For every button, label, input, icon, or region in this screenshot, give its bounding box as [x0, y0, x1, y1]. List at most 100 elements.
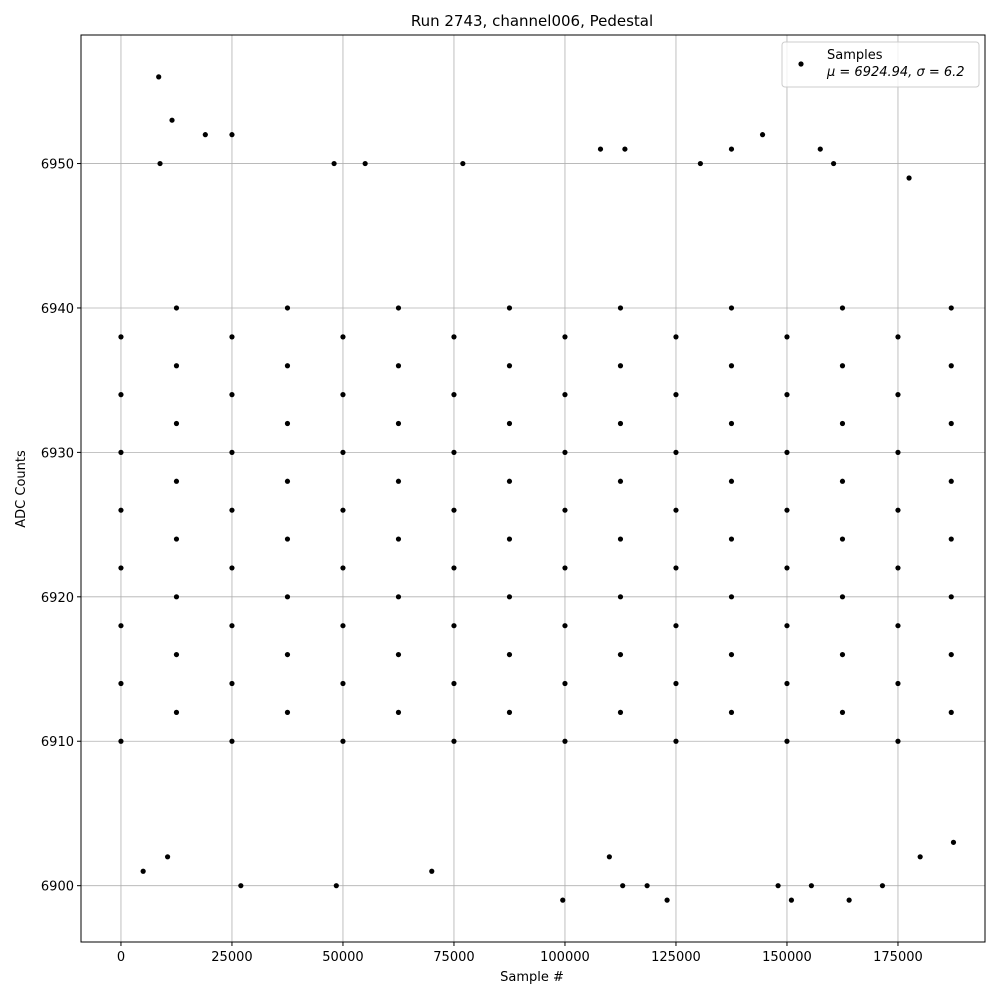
x-tick-label: 75000 — [433, 950, 474, 965]
point — [429, 868, 435, 874]
point — [118, 738, 124, 744]
point — [728, 305, 735, 311]
point — [173, 594, 180, 600]
x-axis-label: Sample # — [500, 970, 564, 985]
point — [118, 392, 124, 398]
point — [895, 623, 901, 629]
point — [895, 738, 901, 744]
point — [846, 897, 852, 903]
point — [340, 565, 346, 571]
x-tick-label: 100000 — [540, 950, 590, 965]
point — [788, 897, 795, 903]
point — [451, 738, 457, 744]
point — [839, 536, 846, 542]
point — [229, 449, 235, 455]
point — [950, 839, 957, 845]
point — [839, 478, 846, 484]
point — [784, 565, 790, 571]
point — [895, 334, 901, 340]
point — [340, 392, 346, 398]
point — [395, 651, 402, 658]
point — [562, 680, 568, 687]
point — [506, 420, 513, 427]
point — [839, 594, 846, 600]
point — [284, 420, 291, 427]
point — [340, 738, 346, 744]
point — [395, 305, 402, 311]
point — [895, 392, 901, 398]
point — [460, 160, 466, 167]
point — [784, 680, 790, 687]
point — [451, 507, 457, 513]
point — [562, 334, 568, 340]
point — [395, 420, 402, 427]
point — [617, 536, 624, 542]
point — [284, 709, 291, 715]
point — [506, 478, 513, 484]
point — [673, 738, 679, 744]
point — [118, 680, 124, 687]
point — [728, 478, 735, 484]
legend-marker — [798, 61, 804, 67]
point — [562, 449, 568, 455]
point — [784, 623, 790, 629]
point — [617, 594, 624, 600]
point — [140, 868, 146, 874]
point — [673, 507, 679, 513]
point — [948, 709, 954, 715]
point — [597, 146, 604, 152]
point — [229, 132, 235, 138]
point — [728, 709, 735, 715]
point — [728, 536, 735, 542]
point — [340, 507, 346, 513]
point — [895, 680, 901, 687]
point — [673, 334, 679, 340]
point — [395, 709, 402, 715]
legend-box — [781, 41, 980, 88]
point — [331, 160, 337, 167]
point — [506, 305, 513, 311]
point — [229, 507, 235, 513]
point — [118, 507, 124, 513]
point — [118, 565, 124, 571]
point — [775, 883, 781, 889]
point — [948, 363, 954, 369]
point — [673, 565, 679, 571]
point — [118, 334, 124, 340]
point — [173, 709, 180, 715]
point — [173, 651, 180, 658]
point — [948, 651, 954, 658]
point — [948, 420, 954, 427]
point — [238, 883, 244, 889]
point — [784, 392, 790, 398]
point — [948, 594, 954, 600]
point — [728, 420, 735, 427]
point — [617, 363, 624, 369]
point — [284, 536, 291, 542]
point — [118, 449, 124, 455]
point — [562, 565, 568, 571]
point — [759, 132, 766, 138]
x-tick-label: 0 — [117, 950, 125, 965]
point — [617, 709, 624, 715]
point — [673, 392, 679, 398]
y-axis-label: ADC Counts — [14, 450, 29, 528]
point — [169, 117, 175, 123]
point — [620, 883, 626, 889]
point — [451, 680, 457, 687]
point — [948, 536, 954, 542]
point — [617, 651, 624, 658]
point — [562, 392, 568, 398]
point — [284, 363, 291, 369]
point — [284, 478, 291, 484]
point — [673, 623, 679, 629]
point — [817, 146, 823, 152]
legend-note: μ = 6924.94, σ = 6.2 — [826, 65, 965, 80]
point — [284, 305, 291, 311]
y-tick-label: 6930 — [41, 446, 74, 461]
legend-label: Samples — [827, 48, 883, 63]
point — [451, 565, 457, 571]
y-tick-label: 6950 — [41, 158, 74, 173]
point — [506, 709, 513, 715]
